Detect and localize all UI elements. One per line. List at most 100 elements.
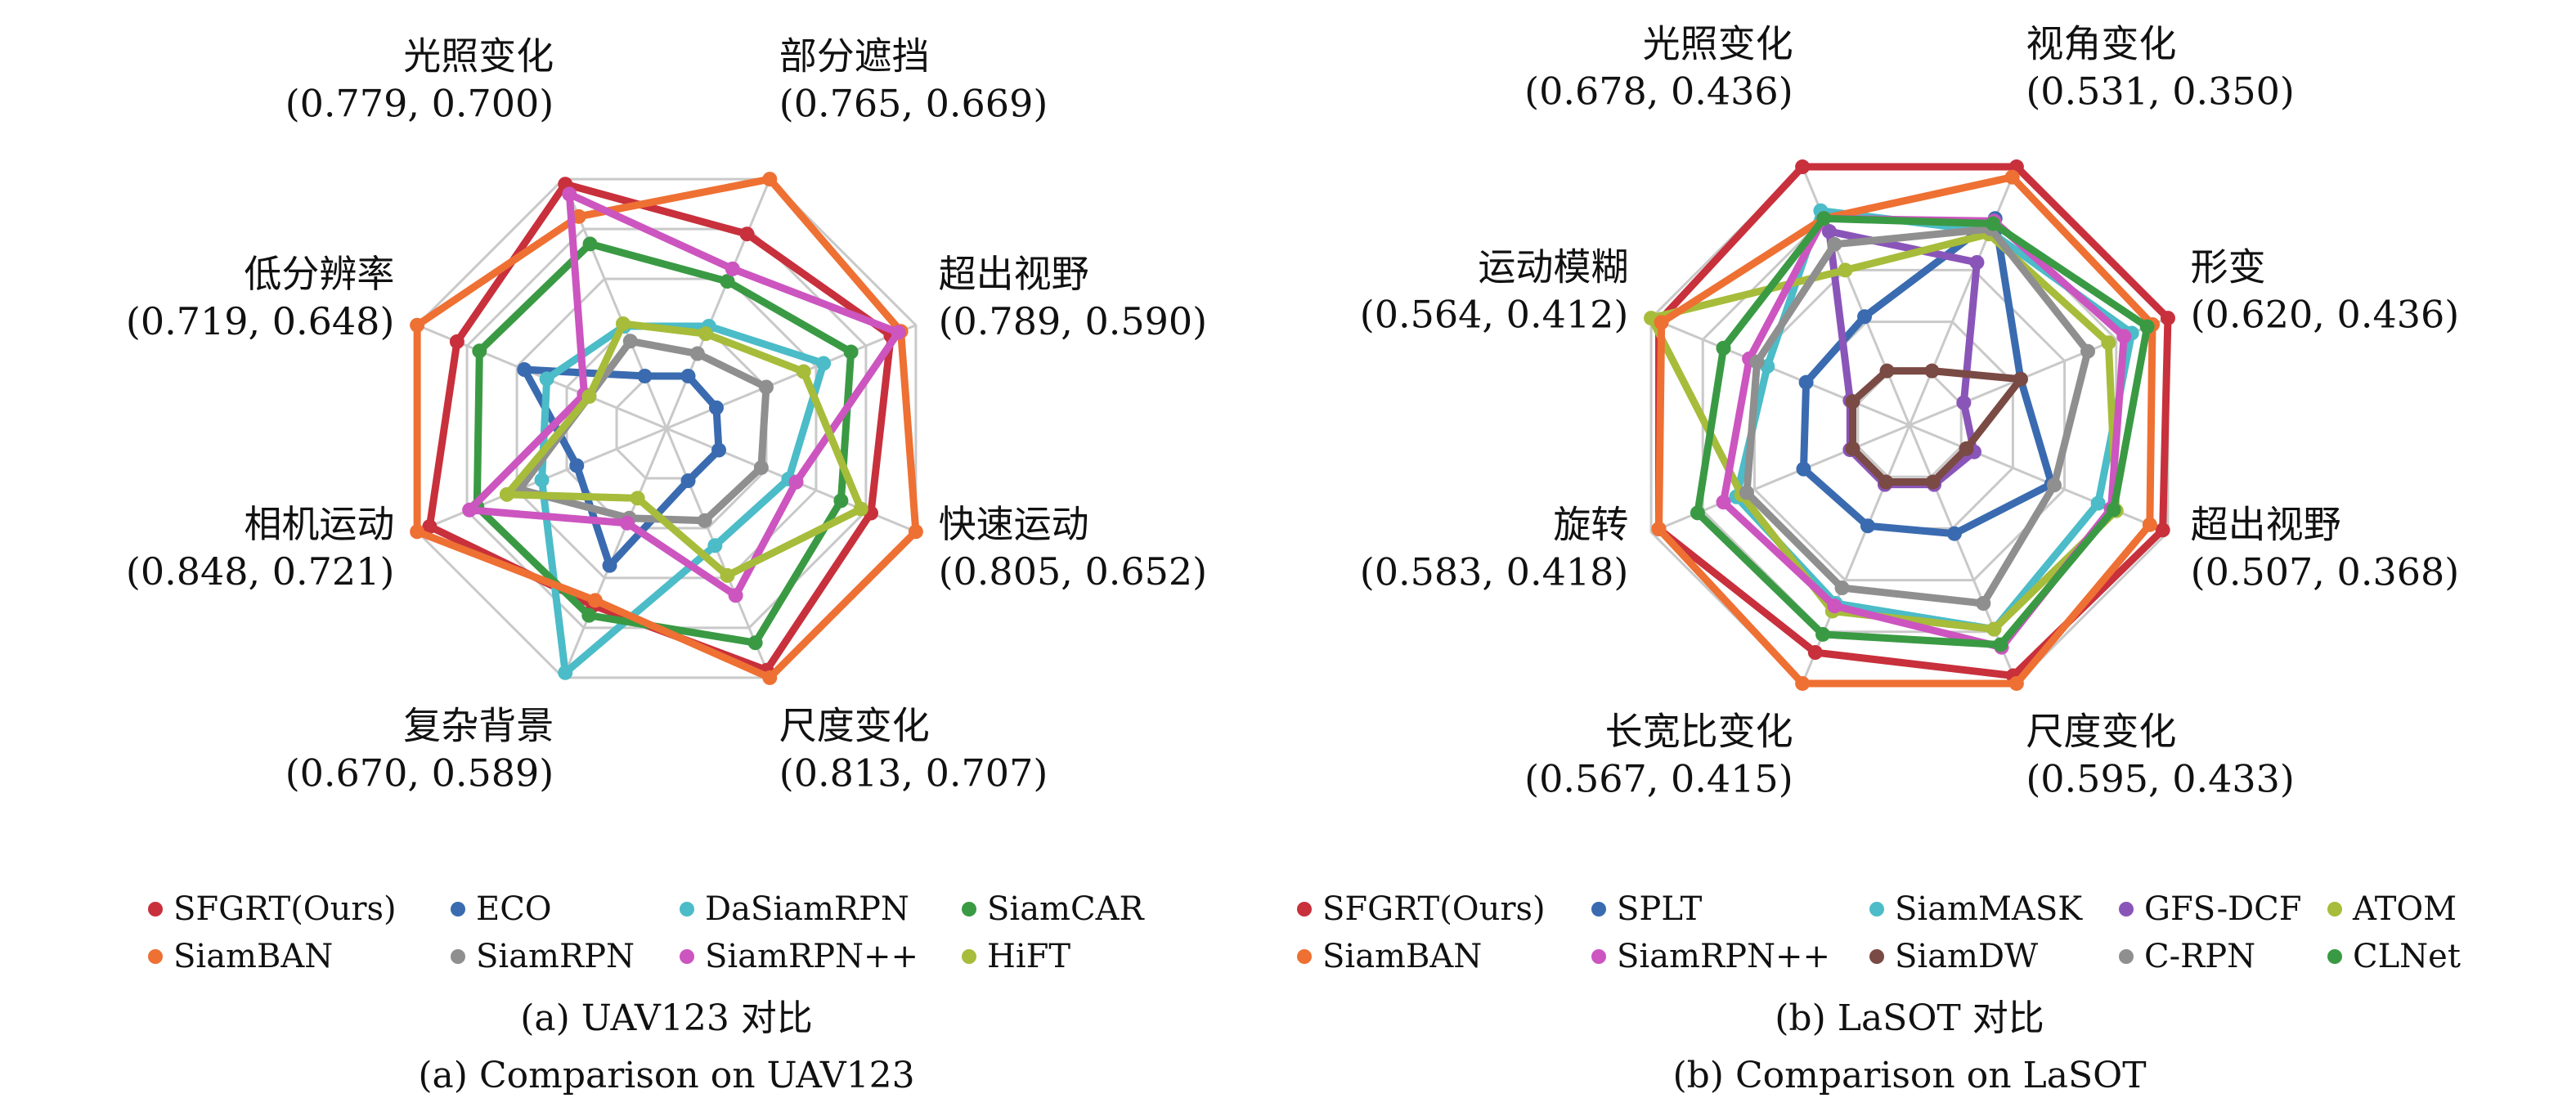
data-point <box>2101 335 2116 351</box>
data-point <box>1795 159 1811 175</box>
data-point <box>2106 502 2121 518</box>
data-point <box>728 588 743 603</box>
legend-item-siamdw: SiamDW <box>1869 938 2038 975</box>
data-point <box>1795 675 1811 691</box>
data-point <box>449 334 464 349</box>
data-point <box>630 491 645 506</box>
legend-marker <box>1591 949 1606 964</box>
axis-label-value: (0.813, 0.707) <box>779 751 1048 796</box>
data-point <box>1857 309 1873 325</box>
legend-label: ATOM <box>2352 890 2457 928</box>
axis-label-value: (0.779, 0.700) <box>285 81 554 125</box>
axis-label-value: (0.567, 0.415) <box>1524 757 1793 801</box>
legend-marker <box>2327 902 2342 917</box>
legend-item-siamcar: SiamCAR <box>962 890 1145 928</box>
legend-marker <box>962 902 976 917</box>
legend-item-siamrpn: SiamRPN <box>451 938 635 975</box>
legend-item-hift: HiFT <box>962 938 1070 975</box>
data-point <box>891 325 906 340</box>
legend-marker <box>2119 949 2134 964</box>
data-point <box>1796 461 1811 477</box>
data-point <box>1986 216 2001 231</box>
data-point <box>1690 505 1705 521</box>
data-point <box>562 186 577 202</box>
grid-spoke <box>666 324 917 430</box>
legend-label: SiamBAN <box>1322 938 1482 975</box>
radar-chart-lasot: 视角变化(0.531, 0.350)形变(0.620, 0.436)超出视野(0… <box>1297 21 2461 1096</box>
legend: SFGRT(Ours) ECO DaSiamRPN SiamCAR SiamBAN Sia… <box>148 890 1145 975</box>
data-point <box>1716 495 1731 510</box>
axis-label-name: 复杂背景 <box>403 704 554 748</box>
series-dasiamrpn <box>534 318 832 680</box>
grid-spoke <box>1908 166 2018 426</box>
legend-label: SiamBAN <box>173 938 333 975</box>
caption-english: (b) Comparison on LaSOT <box>1672 1055 2146 1096</box>
axis-label-value: (0.678, 0.436) <box>1524 69 1793 113</box>
axis-label-value: (0.719, 0.648) <box>126 299 395 343</box>
legend-marker <box>1869 949 1884 964</box>
legend-item-sfgrt-ours: SFGRT(Ours) <box>1297 890 1546 928</box>
legend-marker <box>451 949 465 964</box>
data-point <box>517 362 532 378</box>
data-point <box>1807 645 1823 661</box>
data-point <box>1845 394 1860 410</box>
data-point <box>697 513 712 528</box>
data-point <box>1827 236 1842 252</box>
legend-marker <box>1591 902 1606 917</box>
data-point <box>1969 254 1985 270</box>
caption-chinese: (b) LaSOT 对比 <box>1775 997 2044 1039</box>
axis-label-value: (0.583, 0.418) <box>1360 550 1629 594</box>
legend-label: SiamRPN++ <box>705 938 918 975</box>
data-point <box>1878 474 1894 490</box>
data-point <box>1798 374 1814 390</box>
caption-english: (a) Comparison on UAV123 <box>418 1055 914 1096</box>
data-point <box>1925 474 1941 490</box>
legend-marker <box>962 949 976 964</box>
data-point <box>1845 441 1860 456</box>
data-point <box>582 236 598 252</box>
data-point <box>1946 526 1962 541</box>
axis-label-name: 相机运动 <box>244 502 394 546</box>
data-point <box>2160 311 2175 326</box>
legend-marker <box>148 949 163 964</box>
data-point <box>1654 315 1669 330</box>
data-point <box>1879 363 1895 379</box>
axis-label-name: 运动模糊 <box>1478 244 1628 289</box>
legend-item-dasiamrpn: DaSiamRPN <box>680 890 909 928</box>
data-point <box>708 400 724 415</box>
legend-item-siamban: SiamBAN <box>1297 938 1482 975</box>
data-point <box>1739 485 1754 500</box>
series-hift <box>499 316 868 583</box>
axis-label-value: (0.507, 0.368) <box>2191 550 2460 594</box>
data-point <box>602 558 617 573</box>
data-point <box>1815 626 1830 642</box>
grid-spoke <box>562 428 668 679</box>
data-point <box>816 356 832 371</box>
axis-label-value: (0.765, 0.669) <box>779 81 1048 125</box>
data-point <box>410 524 425 540</box>
data-point <box>680 368 696 383</box>
series-c-rpn <box>1739 221 2096 612</box>
axis-label-name: 尺度变化 <box>2026 710 2176 754</box>
data-point <box>762 172 778 187</box>
legend-marker <box>680 902 694 917</box>
data-point <box>2013 371 2028 387</box>
axis-label-value: (0.564, 0.412) <box>1360 292 1629 336</box>
data-point <box>2155 522 2170 538</box>
axis-labels: 视角变化(0.531, 0.350)形变(0.620, 0.436)超出视野(0… <box>1360 21 2459 800</box>
legend-marker <box>148 902 163 917</box>
legend-marker <box>1297 949 1312 964</box>
legend: SFGRT(Ours) SPLT SiamMASK GFS-DCF ATOM SiamBA… <box>1297 890 2461 975</box>
data-point <box>2080 343 2096 359</box>
axis-label-value: (0.848, 0.721) <box>126 549 395 594</box>
data-point <box>762 670 778 685</box>
grid-spoke <box>1909 424 2169 534</box>
legend-label: SiamRPN++ <box>1617 938 1830 975</box>
data-point <box>720 274 735 289</box>
legend-label: SiamDW <box>1895 938 2038 975</box>
figure-caption: (a) UAV123 对比 (a) Comparison on UAV123 <box>418 997 914 1096</box>
data-point <box>569 458 585 473</box>
data-point <box>711 442 727 458</box>
axis-label-value: (0.620, 0.436) <box>2191 292 2460 336</box>
data-point <box>2008 675 2024 691</box>
